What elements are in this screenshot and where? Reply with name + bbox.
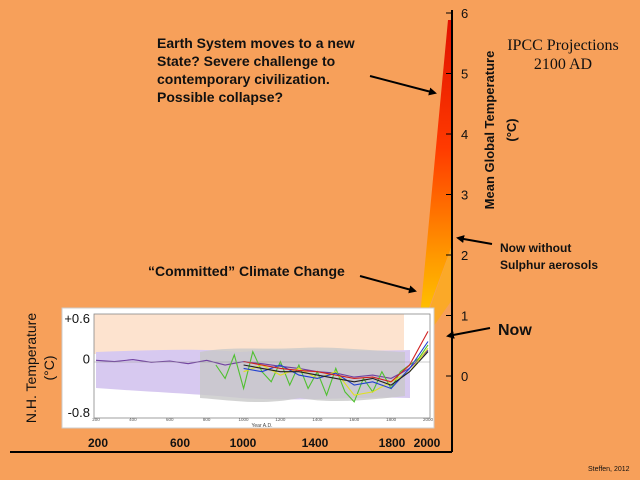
inset-x-tick-label: 1200: [275, 417, 286, 422]
right-y-tick-label: 0: [461, 369, 468, 384]
committed-arrow: [359, 275, 417, 294]
nh-temperature-unit: (°C): [41, 355, 57, 380]
inset-x-label: Year A.D.: [252, 423, 273, 429]
x-tick-label: 1000: [230, 436, 257, 450]
inset-y-tick-label: +0.6: [64, 311, 90, 326]
bottom-x-ticks: 200 600 1000 1400 1800 2000: [88, 436, 441, 450]
right-y-tick-label: 3: [461, 188, 468, 203]
right-y-tick-label: 1: [461, 309, 468, 324]
ipcc-title-line1: IPCC Projections: [507, 37, 619, 54]
x-tick-label: 200: [88, 436, 108, 450]
sulphur-line1: Now without: [500, 241, 571, 255]
x-tick-label: 1800: [379, 436, 406, 450]
system-state-line1: Earth System moves to a new: [157, 35, 355, 51]
inset-x-tick-label: 600: [166, 417, 174, 422]
inset-y-tick-label: -0.8: [68, 405, 90, 420]
right-y-tick-label: 2: [461, 248, 468, 263]
credit-text: Steffen, 2012: [588, 466, 630, 473]
x-tick-label: 2000: [414, 436, 441, 450]
now-arrow: [446, 327, 491, 339]
right-y-tick-label: 5: [461, 67, 468, 82]
reconstruction-green-line: [215, 344, 429, 403]
right-y-tick-label: 6: [461, 6, 468, 21]
reconstruction-purple-line: [95, 349, 429, 379]
system-state-line3: contemporary civilization.: [157, 71, 330, 87]
right-y-tick-label: 4: [461, 127, 468, 142]
now-label: Now: [498, 322, 532, 339]
inset-plot-border: [93, 313, 431, 419]
inset-y-ticks: +0.6 0 -0.8: [64, 311, 90, 420]
x-tick-label: 1400: [302, 436, 329, 450]
reconstruction-black-line: [243, 351, 429, 386]
right-y-ticks: 6 5 4 3 2 1 0: [446, 6, 468, 384]
inset-x-tick-label: 800: [203, 417, 211, 422]
inset-peach-band: [94, 314, 404, 354]
sulphur-arrow: [456, 235, 493, 245]
system-state-line4: Possible collapse?: [157, 89, 283, 105]
ipcc-title-line2: 2100 AD: [534, 56, 592, 73]
system-state-arrow: [369, 75, 437, 96]
inset-x-tick-label: 200: [92, 417, 100, 422]
inset-x-tick-label: 1400: [312, 417, 323, 422]
inset-x-tick-label: 2000: [423, 417, 434, 422]
inset-x-tick-label: 1000: [239, 417, 250, 422]
reconstruction-yellow-line: [243, 347, 429, 396]
inset-x-tick-label: 400: [129, 417, 137, 422]
nh-temperature-inset: 200 400 600 800 1000 1200 1400 1600 1800 2000 Yea…: [61, 307, 435, 429]
reconstruction-red-line: [243, 331, 429, 383]
committed-climate-label: “Committed” Climate Change: [148, 263, 345, 279]
mean-global-temp-unit: (°C): [504, 118, 519, 141]
mean-global-temp-label: Mean Global Temperature: [482, 51, 497, 210]
inset-x-ticks: 200 400 600 800 1000 1200 1400 1600 1800 2000: [92, 417, 433, 422]
system-state-line2: State? Severe challenge to: [157, 53, 335, 69]
projection-range-wedge: [418, 20, 452, 338]
inset-x-tick-label: 1800: [386, 417, 397, 422]
x-tick-label: 600: [170, 436, 190, 450]
inset-x-tick-label: 1600: [349, 417, 360, 422]
sulphur-line2: Sulphur aerosols: [500, 258, 598, 272]
nh-temperature-label: N.H. Temperature: [23, 313, 39, 423]
inset-y-tick-label: 0: [83, 351, 90, 366]
